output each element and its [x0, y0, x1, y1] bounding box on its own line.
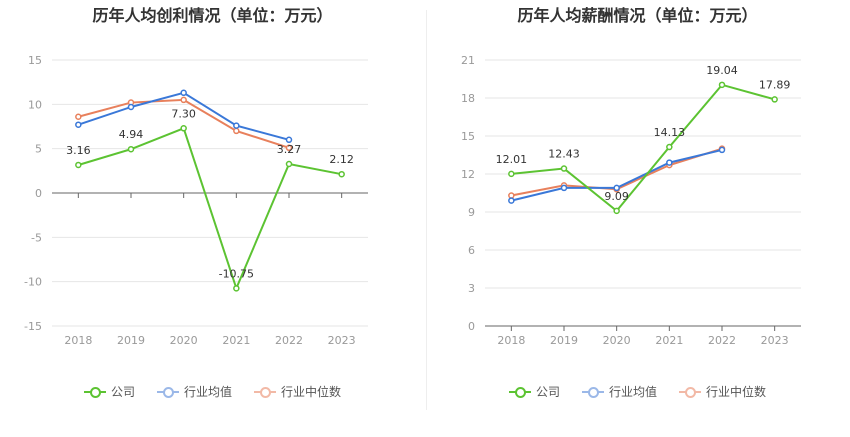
chart-title: 历年人均创利情况（单位：万元）	[92, 6, 333, 25]
data-point	[613, 207, 620, 215]
data-point	[233, 127, 240, 135]
legend-marker-company	[508, 386, 531, 398]
data-label: 7.30	[171, 107, 196, 120]
y-tick-label: 9	[468, 206, 475, 219]
data-point	[180, 125, 187, 132]
legend-marker-company	[83, 386, 106, 398]
y-tick-label: -15	[24, 320, 42, 333]
data-label: 12.01	[496, 153, 527, 166]
y-tick-label: 18	[461, 92, 475, 105]
data-point	[338, 170, 345, 178]
y-tick-label: 12	[461, 168, 475, 181]
legend-label: 行业中位数	[706, 385, 767, 399]
y-tick-label: -10	[24, 276, 42, 289]
x-tick-label: 2022	[275, 334, 303, 347]
data-point	[75, 161, 82, 169]
chart-title: 历年人均薪酬情况（单位：万元）	[517, 6, 758, 25]
data-point	[75, 113, 82, 120]
y-tick-label: 3	[468, 282, 475, 295]
data-point	[285, 160, 293, 168]
legend-item-company[interactable]: 公司	[508, 383, 560, 400]
x-tick-label: 2023	[761, 334, 789, 347]
data-label: 3.16	[66, 144, 91, 157]
profit-chart-panel: 历年人均创利情况（单位：万元） -15 -10 -5 0 5 10 15 2018 2019 20…	[0, 6, 425, 400]
data-point	[666, 159, 673, 166]
data-point	[127, 145, 135, 153]
legend-label: 行业均值	[608, 385, 657, 399]
data-label: 17.89	[759, 78, 791, 91]
salary-line-chart: 0 3 6 9 12 15 18 21 2018 2019 2020 2021 2022 2023 12.0…	[461, 54, 801, 347]
legend-item-industry-average[interactable]: 行业均值	[581, 383, 657, 400]
x-tick-label: 2021	[655, 334, 683, 347]
x-tick-label: 2019	[117, 334, 145, 347]
data-point	[560, 165, 568, 172]
series-line-0	[511, 83, 775, 213]
data-point	[285, 144, 293, 152]
y-tick-label: 0	[468, 320, 475, 333]
x-tick-label: 2020	[170, 334, 198, 347]
legend-label: 行业中位数	[281, 385, 342, 399]
data-point	[180, 96, 187, 104]
x-tick-label: 2018	[497, 334, 525, 347]
chart-legend: 公司 行业均值 行业中位数	[425, 383, 850, 400]
data-label: 3.27	[277, 143, 302, 156]
data-point	[718, 146, 726, 154]
data-point	[285, 136, 293, 144]
data-point	[508, 170, 515, 178]
legend-marker-industry-average	[581, 386, 604, 398]
y-tick-label: 10	[28, 98, 42, 111]
x-tick-label: 2023	[328, 334, 356, 347]
data-label: -10.75	[219, 267, 254, 280]
x-tick-label: 2022	[708, 334, 736, 347]
data-point	[771, 96, 778, 103]
profit-line-chart: -15 -10 -5 0 5 10 15 2018 2019 2020 2021 2022 2023 3.…	[24, 54, 368, 347]
panel-divider	[426, 10, 427, 410]
x-tick-label: 2019	[550, 334, 578, 347]
data-label: 19.04	[706, 64, 738, 77]
legend-marker-industry-median	[679, 386, 701, 398]
data-point	[718, 81, 726, 89]
y-tick-label: 6	[468, 244, 475, 257]
data-point	[127, 103, 135, 111]
y-tick-label: 0	[35, 187, 42, 200]
x-tick-label: 2021	[222, 334, 250, 347]
data-point	[613, 184, 620, 192]
data-label: 4.94	[119, 128, 144, 141]
legend-label: 公司	[535, 385, 560, 399]
legend-item-industry-median[interactable]: 行业中位数	[679, 383, 766, 400]
legend-item-company[interactable]: 公司	[83, 383, 135, 400]
y-tick-label: 5	[35, 143, 42, 156]
data-point	[75, 121, 82, 128]
series-line-0	[78, 126, 342, 292]
salary-chart-panel: 历年人均薪酬情况（单位：万元） 0 3 6 9 12 15 18 21 2018 2019 2020…	[425, 0, 850, 437]
legend-item-industry-average[interactable]: 行业均值	[156, 383, 232, 400]
data-point	[233, 122, 240, 129]
legend-item-industry-median[interactable]: 行业中位数	[254, 383, 341, 400]
chart-legend: 公司 行业均值 行业中位数	[0, 383, 425, 400]
data-point	[666, 143, 673, 151]
y-tick-label: 15	[461, 130, 475, 143]
data-label: 2.12	[329, 153, 354, 166]
data-label: 9.09	[604, 190, 629, 203]
data-point	[508, 192, 515, 199]
x-tick-label: 2018	[64, 334, 92, 347]
legend-marker-industry-average	[156, 386, 179, 398]
legend-label: 公司	[110, 385, 135, 399]
legend-label: 行业均值	[183, 385, 232, 399]
data-label: 14.13	[654, 126, 686, 139]
data-point	[180, 89, 187, 97]
y-tick-label: -5	[31, 231, 42, 244]
data-point	[508, 197, 515, 204]
x-tick-label: 2020	[603, 334, 631, 347]
data-point	[233, 285, 240, 292]
data-label: 12.43	[548, 148, 580, 161]
y-tick-label: 21	[461, 54, 475, 67]
y-tick-label: 15	[28, 54, 42, 67]
data-point	[560, 184, 568, 192]
legend-marker-industry-median	[254, 386, 276, 398]
